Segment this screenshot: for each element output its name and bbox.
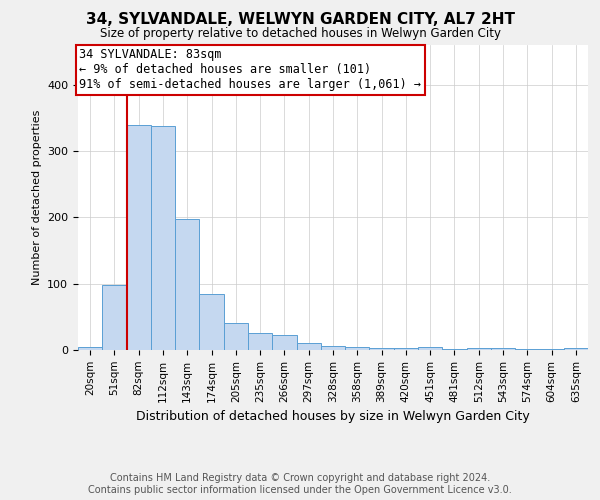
Bar: [394, 348, 418, 350]
Bar: [491, 348, 515, 350]
Bar: [370, 348, 394, 350]
Text: 34, SYLVANDALE, WELWYN GARDEN CITY, AL7 2HT: 34, SYLVANDALE, WELWYN GARDEN CITY, AL7 …: [86, 12, 515, 28]
Bar: [78, 346, 102, 350]
Bar: [564, 348, 588, 350]
Bar: [442, 348, 467, 350]
Bar: [321, 346, 345, 350]
Bar: [539, 348, 564, 350]
Bar: [224, 323, 248, 350]
Bar: [199, 294, 224, 350]
Bar: [272, 335, 296, 350]
Bar: [418, 346, 442, 350]
Bar: [102, 285, 127, 350]
Bar: [345, 346, 370, 350]
Bar: [127, 124, 151, 350]
Text: Size of property relative to detached houses in Welwyn Garden City: Size of property relative to detached ho…: [100, 28, 500, 40]
Bar: [151, 126, 175, 350]
Text: Contains HM Land Registry data © Crown copyright and database right 2024.
Contai: Contains HM Land Registry data © Crown c…: [88, 474, 512, 495]
Bar: [467, 348, 491, 350]
Y-axis label: Number of detached properties: Number of detached properties: [32, 110, 41, 285]
Bar: [296, 344, 321, 350]
Bar: [248, 334, 272, 350]
Bar: [175, 220, 199, 350]
Text: 34 SYLVANDALE: 83sqm
← 9% of detached houses are smaller (101)
91% of semi-detac: 34 SYLVANDALE: 83sqm ← 9% of detached ho…: [79, 48, 421, 92]
X-axis label: Distribution of detached houses by size in Welwyn Garden City: Distribution of detached houses by size …: [136, 410, 530, 423]
